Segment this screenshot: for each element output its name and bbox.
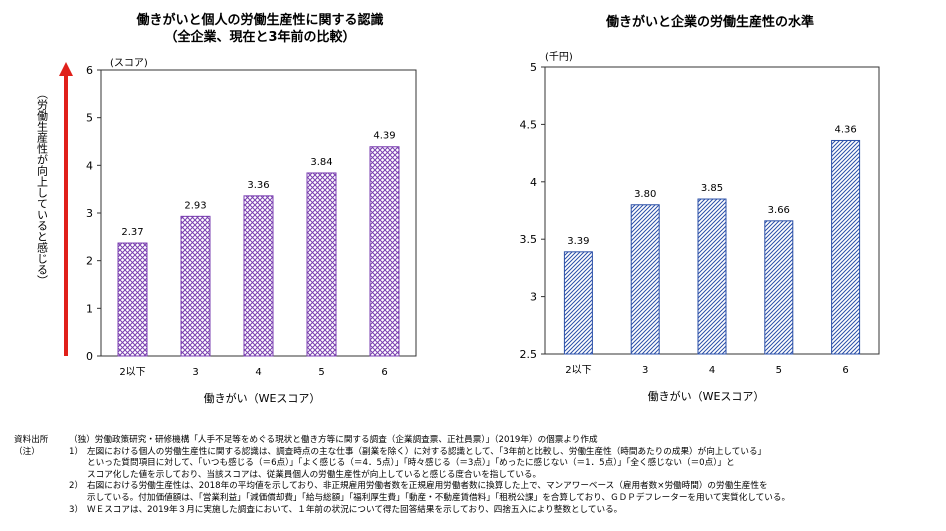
- left-bar: [306, 172, 337, 357]
- left-category-label: 3: [192, 367, 198, 378]
- left-chart-title-line1: 働きがいと個人の労働生産性に関する認識: [136, 13, 384, 28]
- note-text: といった質問項目に対して、「いつも感じる（＝6点）」「よく感じる（＝4．5点）」…: [87, 458, 735, 469]
- right-category-label: 4: [709, 365, 715, 376]
- note-label: [14, 493, 69, 505]
- note-text: 示している。付加価値額は、「営業利益」「減価償却費」「給与総額」「福利厚生費」「…: [87, 492, 791, 503]
- source-text: （独）労働政策研究・研修機構「人手不足等をめぐる現状と働き方等に関する調査（企業…: [69, 435, 598, 445]
- right-value-label: 3.85: [701, 183, 723, 194]
- note-number: [69, 493, 87, 505]
- left-up-arrow-icon: [59, 62, 73, 76]
- right-value-label: 4.36: [834, 124, 856, 135]
- note-label: [14, 481, 69, 493]
- right-bar: [563, 251, 593, 355]
- left-y-tick-label: 2: [86, 255, 93, 268]
- source-row: 資料出所 （独）労働政策研究・研修機構「人手不足等をめぐる現状と働き方等に関する…: [14, 435, 939, 447]
- right-y-tick-label: 3.5: [520, 233, 538, 246]
- right-y-tick-label: 5: [530, 61, 537, 74]
- left-value-label: 4.39: [373, 131, 395, 142]
- right-x-axis-label: 働きがい（WEスコア）: [648, 389, 765, 403]
- note-line: といった質問項目に対して、「いつも感じる（＝6点）」「よく感じる（＝4．5点）」…: [14, 458, 939, 470]
- left-bar: [369, 146, 400, 357]
- left-bar: [180, 215, 211, 357]
- right-category-label: 2以下: [565, 365, 591, 376]
- right-y-tick-label: 2.5: [520, 348, 538, 361]
- right-bar: [697, 198, 727, 355]
- left-y-tick-label: 5: [86, 112, 93, 125]
- note-number: [69, 458, 87, 470]
- notes-section: 資料出所 （独）労働政策研究・研修機構「人手不足等をめぐる現状と働き方等に関する…: [14, 435, 939, 516]
- left-y-tick-label: 1: [86, 302, 93, 315]
- note-text: 左図における個人の労働生産性に関する認識は、調査時点の主な仕事（副業を除く）に対…: [87, 446, 767, 457]
- left-y-axis-label: （労働生産性が向上していると感じる）: [36, 88, 49, 286]
- left-bar: [243, 195, 274, 357]
- left-category-label: 6: [381, 367, 387, 378]
- right-chart-title: 働きがいと企業の労働生産性の水準: [605, 15, 814, 30]
- note-label: （注）: [14, 446, 40, 457]
- left-value-label: 3.84: [310, 157, 332, 168]
- right-y-tick-label: 3: [530, 291, 537, 304]
- note-text: スコア化した値を示しており、当該スコアは、従業員個人の労働生産性が向上していると…: [87, 469, 542, 480]
- note-line: スコア化した値を示しており、当該スコアは、従業員個人の労働生産性が向上していると…: [14, 470, 939, 482]
- note-number: 2）: [69, 481, 84, 492]
- right-y-tick-label: 4.5: [520, 118, 538, 131]
- note-line: 3） ＷＥスコアは、2019年３月に実施した調査において、１年前の状況について得た…: [14, 505, 939, 517]
- note-line: （注） 1） 左図における個人の労働生産性に関する認識は、調査時点の主な仕事（副業を…: [14, 447, 939, 459]
- note-text: ＷＥスコアは、2019年３月に実施した調査において、１年前の状況について得た回答…: [87, 504, 623, 515]
- right-y-tick-label: 4: [530, 176, 537, 189]
- note-label: [14, 470, 69, 482]
- left-chart-title: 働きがいと個人の労働生産性に関する認識 （全企業、現在と3年前の比較）: [100, 12, 420, 46]
- left-y-tick-label: 4: [86, 159, 93, 172]
- source-label: 資料出所: [14, 435, 49, 445]
- right-category-label: 6: [842, 365, 848, 376]
- left-y-tick-label: 3: [86, 207, 93, 220]
- left-x-axis-label: 働きがい（WEスコア）: [204, 391, 321, 405]
- right-value-label: 3.80: [634, 189, 656, 200]
- note-label: [14, 505, 69, 517]
- left-category-label: 2以下: [119, 367, 145, 378]
- right-bar: [764, 220, 794, 355]
- right-unit-label: (千円): [545, 51, 573, 63]
- right-category-label: 3: [642, 365, 648, 376]
- note-number: [69, 470, 87, 482]
- left-y-tick-label: 0: [86, 350, 93, 363]
- note-line: 2） 右図における労働生産性は、2018年の平均値を示しており、非正規雇用労働者数…: [14, 481, 939, 493]
- left-category-label: 4: [255, 367, 261, 378]
- note-number: 3）: [69, 504, 84, 515]
- left-value-label: 2.93: [184, 200, 206, 211]
- left-bar: [117, 242, 148, 357]
- notes-items: （注） 1） 左図における個人の労働生産性に関する認識は、調査時点の主な仕事（副業を…: [14, 447, 939, 517]
- note-line: 示している。付加価値額は、「営業利益」「減価償却費」「給与総額」「福利厚生費」「…: [14, 493, 939, 505]
- note-label: [14, 458, 69, 470]
- left-category-label: 5: [318, 367, 324, 378]
- left-y-tick-label: 6: [86, 64, 93, 77]
- left-chart-title-line2: （全企業、現在と3年前の比較）: [164, 30, 356, 45]
- right-bar-chart: 2.533.544.553.392以下3.8033.8543.6654.366 …: [520, 51, 880, 403]
- left-value-label: 3.36: [247, 180, 269, 191]
- note-text: 右図における労働生産性は、2018年の平均値を示しており、非正規雇用労働者数を正…: [87, 481, 768, 492]
- right-bar: [831, 139, 861, 355]
- right-value-label: 3.39: [567, 236, 589, 247]
- note-number: 1）: [69, 446, 84, 457]
- right-bar: [630, 204, 660, 355]
- right-value-label: 3.66: [768, 205, 790, 216]
- right-category-label: 5: [776, 365, 782, 376]
- left-bar-chart: 0 1 2 3 4 5 6 2.37 2以下 2.93 3 3.36 4 3.84 5 4.39 6 (スコア)…: [36, 58, 417, 405]
- left-unit-label: (スコア): [110, 58, 148, 69]
- left-value-label: 2.37: [121, 227, 143, 238]
